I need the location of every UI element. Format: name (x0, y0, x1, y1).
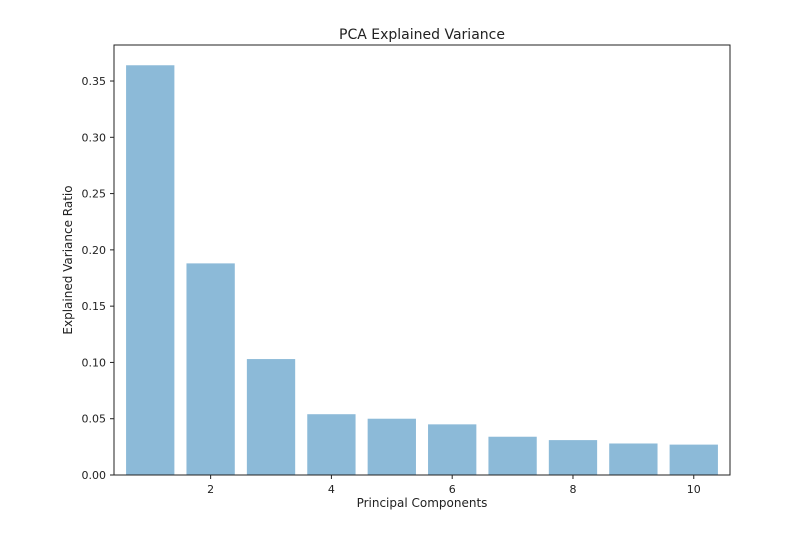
bar-pc-7 (488, 436, 537, 475)
bars-group (126, 65, 718, 475)
chart-title: PCA Explained Variance (339, 27, 505, 43)
bar-pc-2 (186, 263, 235, 475)
y-tick-label: 0.25 (82, 188, 107, 201)
bar-pc-6 (428, 424, 477, 475)
x-tick-label: 8 (569, 483, 576, 496)
bar-pc-8 (548, 440, 598, 475)
y-tick-label: 0.30 (82, 131, 107, 144)
y-axis-label: Explained Variance Ratio (61, 185, 75, 334)
y-tick-label: 0.00 (82, 469, 107, 482)
bar-pc-9 (609, 443, 658, 475)
y-tick-label: 0.10 (82, 356, 107, 369)
y-tick-label: 0.05 (82, 413, 107, 426)
bar-pc-10 (669, 444, 718, 475)
x-tick-label: 4 (328, 483, 335, 496)
y-tick-label: 0.20 (82, 244, 107, 257)
bar-pc-1 (126, 65, 175, 475)
bar-pc-3 (246, 359, 296, 475)
bar-pc-5 (367, 418, 416, 475)
bar-pc-4 (307, 414, 356, 475)
y-tick-label: 0.15 (82, 300, 107, 313)
y-tick-label: 0.35 (82, 75, 107, 88)
x-tick-label: 6 (449, 483, 456, 496)
x-tick-label: 2 (207, 483, 214, 496)
plot-area-frame (113, 44, 731, 476)
x-axis: 2 4 6 8 10 (207, 475, 701, 496)
x-axis-label: Principal Components (357, 496, 488, 510)
y-axis: 0.00 0.05 0.10 0.15 0.20 0.25 0.30 0.35 (82, 75, 114, 482)
x-tick-label: 10 (687, 483, 701, 496)
